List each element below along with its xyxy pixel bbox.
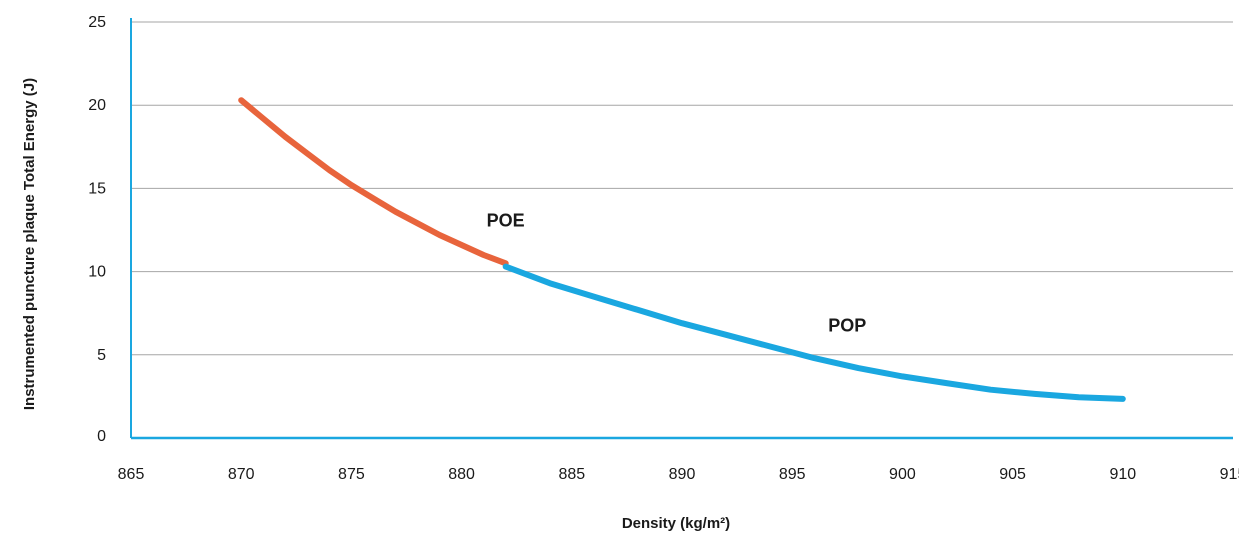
- series-label-poe: POE: [487, 211, 525, 231]
- axis-layer: [130, 18, 1233, 440]
- annotation-layer: POE POP: [487, 211, 867, 336]
- y-axis-title: Instrumented puncture plaque Total Energ…: [21, 78, 38, 410]
- y-tick-label-5: 5: [97, 347, 106, 364]
- y-tick-label-20: 20: [88, 97, 106, 114]
- x-tick-label-870: 870: [228, 466, 255, 483]
- y-tick-label-15: 15: [88, 180, 106, 197]
- x-tick-label-900: 900: [889, 466, 916, 483]
- x-tick-label-895: 895: [779, 466, 806, 483]
- x-tick-labels: 865 870 875 880 885 890 895 900 905 910 915: [118, 466, 1239, 483]
- y-tick-label-0: 0: [97, 428, 106, 445]
- x-tick-label-905: 905: [999, 466, 1026, 483]
- series-layer: [238, 97, 1126, 402]
- y-tick-label-10: 10: [88, 264, 106, 281]
- series-line-poe: [238, 97, 509, 267]
- y-tick-label-25: 25: [88, 14, 106, 31]
- x-axis-title: Density (kg/m²): [622, 515, 730, 532]
- x-tick-label-885: 885: [558, 466, 585, 483]
- grid-layer: [131, 21, 1233, 356]
- x-tick-label-910: 910: [1109, 466, 1136, 483]
- x-tick-label-875: 875: [338, 466, 365, 483]
- x-tick-label-865: 865: [118, 466, 145, 483]
- series-label-pop: POP: [828, 316, 866, 336]
- x-tick-label-890: 890: [669, 466, 696, 483]
- y-tick-labels: 0 5 10 15 20 25: [88, 14, 106, 445]
- x-tick-label-915: 915: [1220, 466, 1239, 483]
- series-line-pop: [502, 263, 1126, 402]
- x-tick-label-880: 880: [448, 466, 475, 483]
